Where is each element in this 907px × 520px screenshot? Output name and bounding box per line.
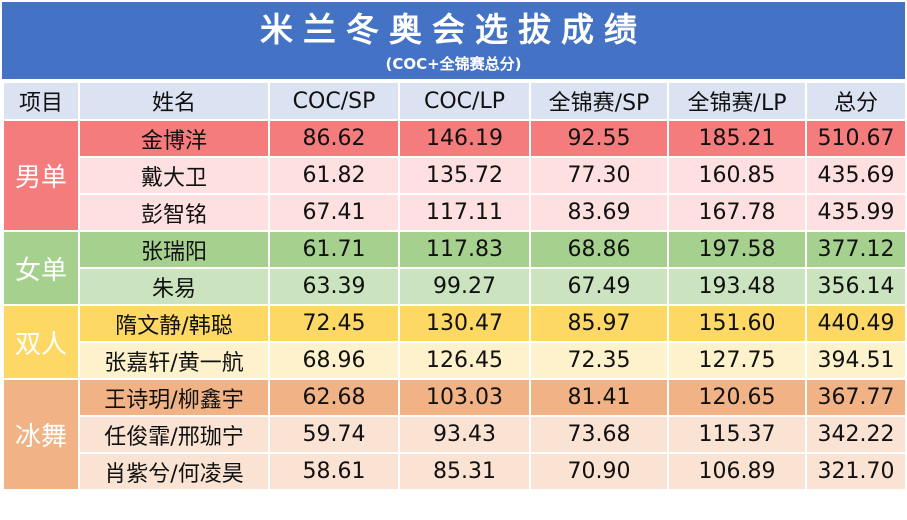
- score-nationals-lp: 167.78: [667, 193, 807, 232]
- score-coc-lp: 135.72: [398, 156, 531, 195]
- table-row: 冰舞 王诗玥/柳鑫宇 62.68 103.03 81.41 120.65 367…: [2, 378, 907, 491]
- score-coc-lp: 103.03: [398, 378, 531, 417]
- score-coc-lp: 99.27: [398, 267, 531, 306]
- header-category: 项目: [2, 81, 80, 121]
- athlete-name: 金博洋: [78, 119, 270, 158]
- score-total: 367.77: [805, 378, 907, 417]
- title-banner: 米兰冬奥会选拔成绩 (COC+全锦赛总分): [2, 2, 905, 79]
- score-coc-lp: 146.19: [398, 119, 531, 158]
- athlete-name: 张嘉轩/黄一航: [78, 341, 270, 380]
- score-coc-sp: 86.62: [268, 119, 400, 158]
- header-row: 项目 姓名 COC/SP COC/LP 全锦赛/SP 全锦赛/LP 总分: [2, 81, 907, 121]
- score-nationals-sp: 83.69: [529, 193, 669, 232]
- category-cell: 双人: [2, 304, 80, 380]
- athlete-name: 张瑞阳: [78, 230, 270, 269]
- score-nationals-lp: 120.65: [667, 378, 807, 417]
- score-nationals-sp: 92.55: [529, 119, 669, 158]
- group-women: 女单 张瑞阳 61.71 117.83 68.86 197.58 377.12 …: [2, 230, 907, 306]
- score-nationals-lp: 185.21: [667, 119, 807, 158]
- header-total: 总分: [805, 81, 907, 121]
- score-nationals-lp: 106.89: [667, 452, 807, 491]
- group-pairs: 双人 隋文静/韩聪 72.45 130.47 85.97 151.60 440.…: [2, 304, 907, 380]
- table-row: 张嘉轩/黄一航 68.96 126.45 72.35 127.75 394.51: [3, 341, 907, 380]
- score-coc-lp: 130.47: [398, 304, 531, 343]
- score-coc-lp: 117.11: [398, 193, 531, 232]
- score-nationals-lp: 115.37: [667, 415, 807, 454]
- score-nationals-lp: 127.75: [667, 341, 807, 380]
- score-total: 356.14: [805, 267, 907, 306]
- score-nationals-sp: 77.30: [529, 156, 669, 195]
- header-name: 姓名: [78, 81, 270, 121]
- score-coc-sp: 68.96: [268, 341, 400, 380]
- athlete-name: 朱易: [78, 267, 270, 306]
- score-nationals-sp: 67.49: [529, 267, 669, 306]
- category-cell: 冰舞: [2, 378, 80, 491]
- score-coc-lp: 93.43: [398, 415, 531, 454]
- athlete-name: 戴大卫: [78, 156, 270, 195]
- score-nationals-sp: 73.68: [529, 415, 669, 454]
- category-cell: 女单: [2, 230, 80, 306]
- score-total: 394.51: [805, 341, 907, 380]
- score-coc-sp: 67.41: [268, 193, 400, 232]
- score-coc-sp: 59.74: [268, 415, 400, 454]
- group-men: 男单 金博洋 86.62 146.19 92.55 185.21 510.67 …: [2, 119, 907, 232]
- header-coc-lp: COC/LP: [398, 81, 531, 121]
- score-nationals-sp: 70.90: [529, 452, 669, 491]
- table-row: 双人 隋文静/韩聪 72.45 130.47 85.97 151.60 440.…: [2, 304, 907, 380]
- athlete-name: 彭智铭: [78, 193, 270, 232]
- score-nationals-sp: 68.86: [529, 230, 669, 269]
- score-coc-lp: 85.31: [398, 452, 531, 491]
- table-row: 肖紫兮/何凌昊 58.61 85.31 70.90 106.89 321.70: [3, 452, 907, 491]
- score-nationals-lp: 160.85: [667, 156, 807, 195]
- score-total: 435.99: [805, 193, 907, 232]
- score-coc-sp: 72.45: [268, 304, 400, 343]
- score-total: 377.12: [805, 230, 907, 269]
- score-nationals-sp: 72.35: [529, 341, 669, 380]
- page-subtitle: (COC+全锦赛总分): [385, 55, 522, 73]
- table-row: 女单 张瑞阳 61.71 117.83 68.86 197.58 377.12: [2, 230, 907, 306]
- score-total: 435.69: [805, 156, 907, 195]
- score-nationals-sp: 85.97: [529, 304, 669, 343]
- score-coc-sp: 58.61: [268, 452, 400, 491]
- score-total: 342.22: [805, 415, 907, 454]
- score-total: 510.67: [805, 119, 907, 158]
- athlete-name: 隋文静/韩聪: [78, 304, 270, 343]
- score-total: 321.70: [805, 452, 907, 491]
- header-coc-sp: COC/SP: [268, 81, 400, 121]
- score-nationals-sp: 81.41: [529, 378, 669, 417]
- score-coc-lp: 117.83: [398, 230, 531, 269]
- category-cell: 男单: [2, 119, 80, 232]
- table-row: 男单 金博洋 86.62 146.19 92.55 185.21 510.67: [2, 119, 907, 232]
- score-coc-sp: 61.82: [268, 156, 400, 195]
- score-nationals-lp: 151.60: [667, 304, 807, 343]
- athlete-name: 任俊霏/邢珈宁: [78, 415, 270, 454]
- score-coc-sp: 63.39: [268, 267, 400, 306]
- results-table: 项目 姓名 COC/SP COC/LP 全锦赛/SP 全锦赛/LP 总分 男单 …: [2, 81, 907, 491]
- athlete-name: 王诗玥/柳鑫宇: [78, 378, 270, 417]
- header-nationals-lp: 全锦赛/LP: [667, 81, 807, 121]
- score-coc-sp: 62.68: [268, 378, 400, 417]
- score-nationals-lp: 197.58: [667, 230, 807, 269]
- table-row: 戴大卫 61.82 135.72 77.30 160.85 435.69: [3, 156, 907, 195]
- score-coc-sp: 61.71: [268, 230, 400, 269]
- athlete-name: 肖紫兮/何凌昊: [78, 452, 270, 491]
- page-title: 米兰冬奥会选拔成绩: [260, 10, 647, 49]
- table-row: 朱易 63.39 99.27 67.49 193.48 356.14: [3, 267, 907, 306]
- score-coc-lp: 126.45: [398, 341, 531, 380]
- table-row: 彭智铭 67.41 117.11 83.69 167.78 435.99: [3, 193, 907, 232]
- group-ice-dance: 冰舞 王诗玥/柳鑫宇 62.68 103.03 81.41 120.65 367…: [2, 378, 907, 491]
- header-nationals-sp: 全锦赛/SP: [529, 81, 669, 121]
- score-total: 440.49: [805, 304, 907, 343]
- score-nationals-lp: 193.48: [667, 267, 807, 306]
- table-row: 任俊霏/邢珈宁 59.74 93.43 73.68 115.37 342.22: [3, 415, 907, 454]
